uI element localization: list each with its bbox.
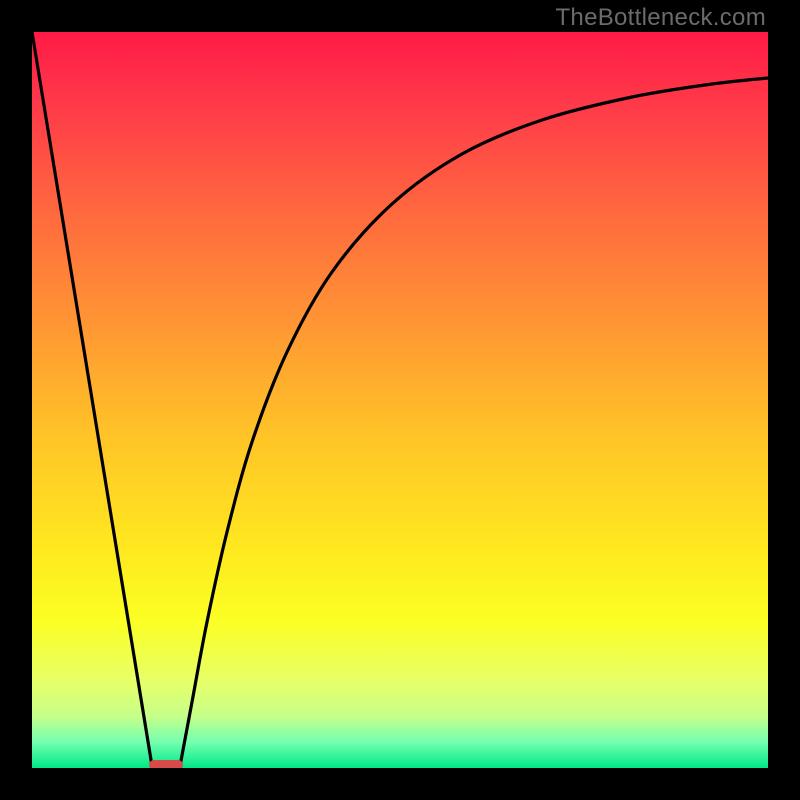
optimal-point-marker — [149, 760, 183, 768]
bottleneck-curves — [32, 32, 768, 768]
right-rising-curve — [180, 78, 768, 766]
left-descending-line — [32, 32, 152, 766]
watermark-text: TheBottleneck.com — [555, 4, 766, 32]
plot-area — [32, 32, 768, 768]
chart-canvas: TheBottleneck.com — [0, 0, 800, 800]
